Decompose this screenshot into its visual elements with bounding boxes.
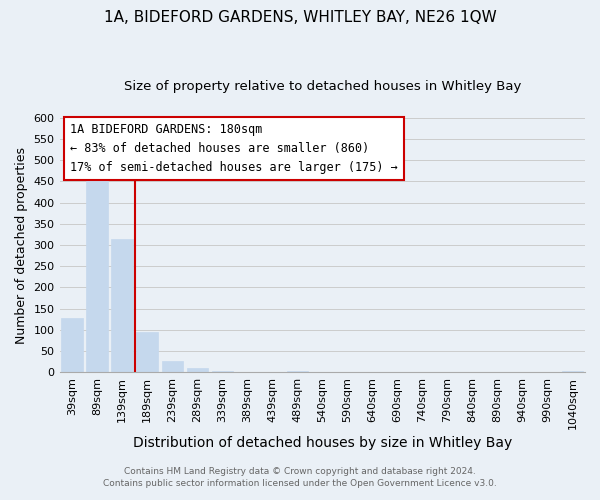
Bar xyxy=(61,318,83,372)
Bar xyxy=(161,361,183,372)
Text: 1A, BIDEFORD GARDENS, WHITLEY BAY, NE26 1QW: 1A, BIDEFORD GARDENS, WHITLEY BAY, NE26 … xyxy=(104,10,496,25)
Bar xyxy=(112,238,133,372)
Y-axis label: Number of detached properties: Number of detached properties xyxy=(15,146,28,344)
Bar xyxy=(86,173,108,372)
Bar xyxy=(187,368,208,372)
X-axis label: Distribution of detached houses by size in Whitley Bay: Distribution of detached houses by size … xyxy=(133,436,512,450)
Text: Contains HM Land Registry data © Crown copyright and database right 2024.: Contains HM Land Registry data © Crown c… xyxy=(124,467,476,476)
Title: Size of property relative to detached houses in Whitley Bay: Size of property relative to detached ho… xyxy=(124,80,521,93)
Bar xyxy=(136,332,158,372)
Text: 1A BIDEFORD GARDENS: 180sqm
← 83% of detached houses are smaller (860)
17% of se: 1A BIDEFORD GARDENS: 180sqm ← 83% of det… xyxy=(70,123,398,174)
Text: Contains public sector information licensed under the Open Government Licence v3: Contains public sector information licen… xyxy=(103,478,497,488)
